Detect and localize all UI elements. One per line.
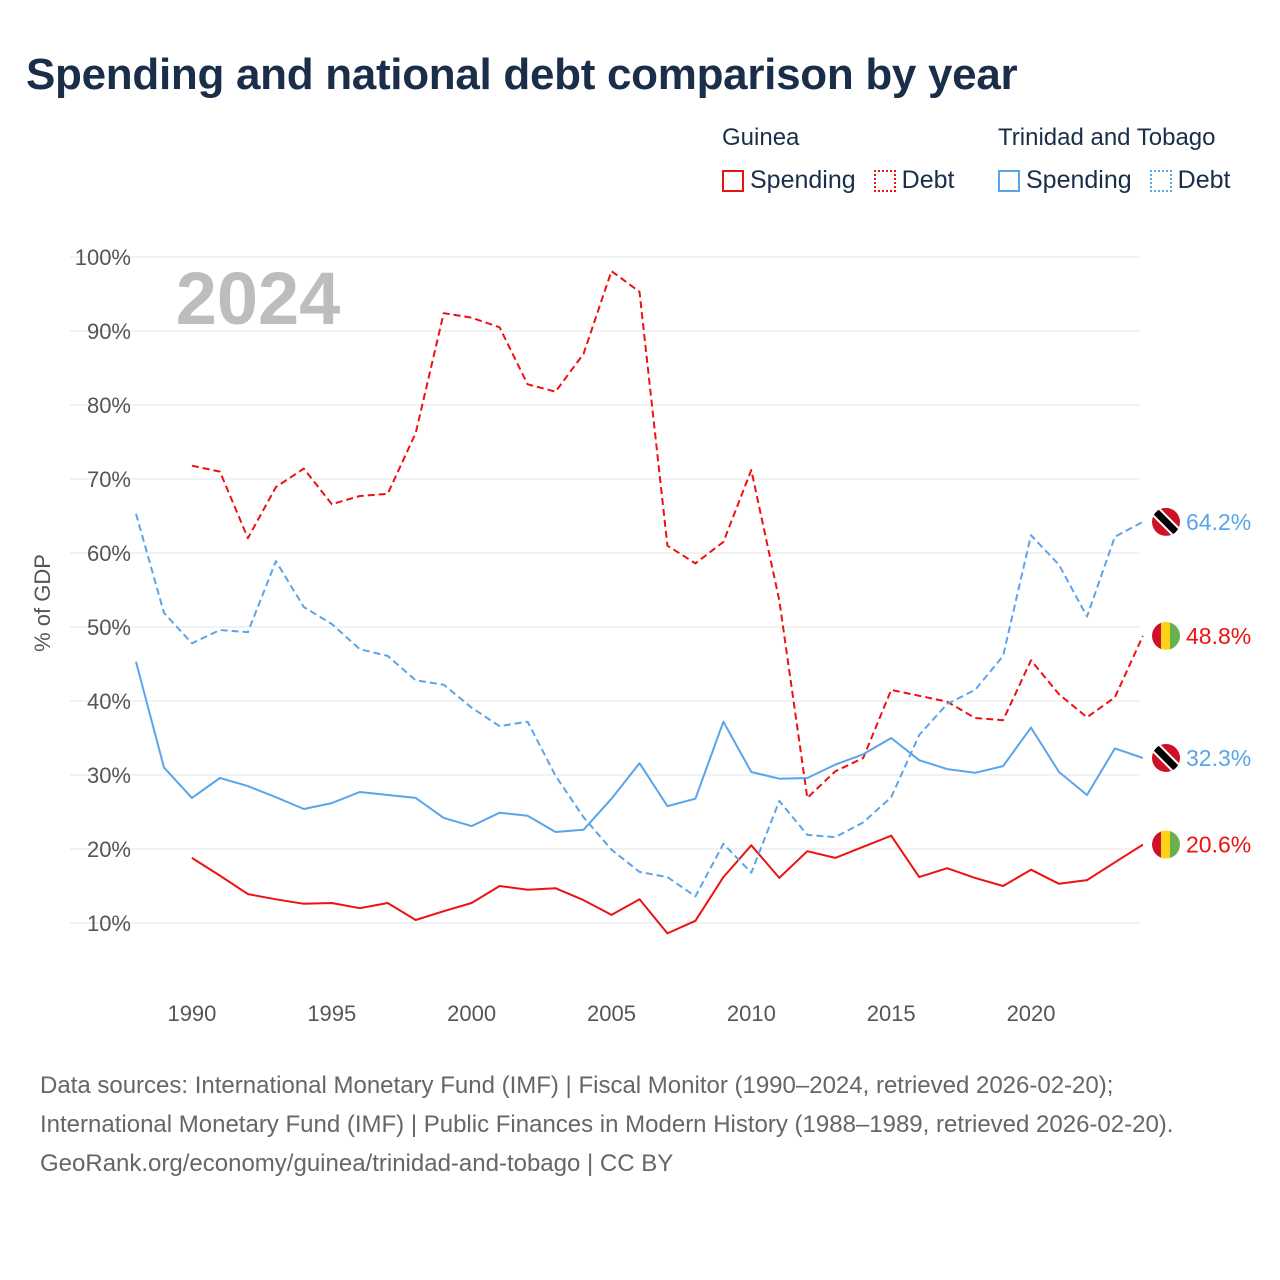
y-tick-label: 50% — [87, 615, 131, 640]
y-tick-label: 60% — [87, 541, 131, 566]
x-tick-label: 2020 — [1007, 1001, 1056, 1026]
y-axis-label: % of GDP — [30, 554, 55, 652]
series-line-trinidad-and-tobago-spending — [135, 661, 1144, 833]
legend-label: Spending — [1026, 166, 1132, 194]
credit-link[interactable]: GeoRank.org/economy/guinea/trinidad-and-… — [40, 1150, 674, 1177]
flag-body — [1152, 743, 1180, 772]
legend-group-title: Trinidad and Tobago — [998, 124, 1216, 151]
dotted-swatch-icon — [873, 169, 896, 192]
legend-label: Debt — [1177, 166, 1231, 194]
series-line-guinea-debt — [191, 270, 1144, 799]
y-tick-label: 90% — [87, 319, 131, 344]
legend-group-trinidad: Trinidad and Tobago Spending Debt — [998, 124, 1230, 195]
legend-label: Debt — [901, 166, 955, 194]
year-watermark: 2024 — [176, 257, 341, 340]
y-tick-label: 70% — [87, 467, 131, 492]
end-labels: 20.6% 48.8% 32.3% 64.2% — [1152, 507, 1251, 859]
y-tick-label: 40% — [87, 689, 131, 714]
series-group — [135, 270, 1144, 935]
legend-tt-spending[interactable]: Spending — [998, 166, 1132, 195]
flag-yellow-band — [1161, 830, 1171, 859]
y-tick-label: 10% — [87, 911, 131, 936]
footer: Data sources: International Monetary Fun… — [40, 1066, 1240, 1183]
series-line-trinidad-and-tobago-debt — [135, 513, 1144, 898]
solid-swatch-icon — [722, 169, 744, 192]
flag-red-band — [1152, 621, 1162, 650]
x-tick-label: 2000 — [447, 1001, 496, 1026]
flag-black-stripe — [1152, 507, 1180, 536]
flag-green-band — [1170, 621, 1180, 650]
solid-swatch-icon — [998, 169, 1020, 192]
guinea-flag-icon — [1152, 621, 1180, 650]
flag-green-band — [1170, 830, 1180, 859]
flag-yellow-band — [1161, 621, 1171, 650]
legend-tt-debt[interactable]: Debt — [1149, 166, 1231, 195]
flag-black-stripe — [1152, 743, 1180, 772]
x-tick-label: 2010 — [727, 1001, 776, 1026]
grid: 10% 20% 30% 40% 50% 60% 70% 80% 90% 100% 1990 1995 2… — [70, 245, 1140, 1026]
end-value-label: 64.2% — [1186, 509, 1251, 535]
end-value-label: 48.8% — [1186, 623, 1251, 649]
x-tick-label: 2005 — [587, 1001, 636, 1026]
legend-group-guinea: Guinea Spending Debt — [722, 124, 954, 195]
flag-body — [1152, 507, 1180, 536]
chart-title: Spending and national debt comparison by… — [26, 50, 1018, 99]
dotted-swatch-icon — [1149, 169, 1172, 192]
y-tick-label: 80% — [87, 393, 131, 418]
legend-guinea-debt[interactable]: Debt — [873, 166, 955, 195]
end-value-label: 20.6% — [1186, 832, 1251, 858]
y-tick-label: 100% — [75, 245, 131, 270]
data-sources: Data sources: International Monetary Fun… — [40, 1072, 1174, 1138]
guinea-flag-icon — [1152, 830, 1180, 859]
legend-group-title: Guinea — [722, 124, 800, 151]
end-value-label: 32.3% — [1186, 745, 1251, 771]
flag-body — [1152, 830, 1180, 859]
x-tick-label: 1995 — [307, 1001, 356, 1026]
series-line-guinea-spending — [191, 834, 1144, 935]
flag-red-band — [1152, 830, 1162, 859]
legend-guinea-spending[interactable]: Spending — [722, 166, 856, 195]
legend-label: Spending — [750, 166, 856, 194]
x-tick-label: 2015 — [867, 1001, 916, 1026]
line-chart: 10% 20% 30% 40% 50% 60% 70% 80% 90% 100% 1990 1995 2… — [30, 245, 1251, 1026]
tt-flag-icon — [1152, 743, 1180, 772]
y-tick-label: 30% — [87, 763, 131, 788]
flag-body — [1152, 621, 1180, 650]
x-tick-label: 1990 — [167, 1001, 216, 1026]
y-tick-label: 20% — [87, 837, 131, 862]
tt-flag-icon — [1152, 507, 1180, 536]
